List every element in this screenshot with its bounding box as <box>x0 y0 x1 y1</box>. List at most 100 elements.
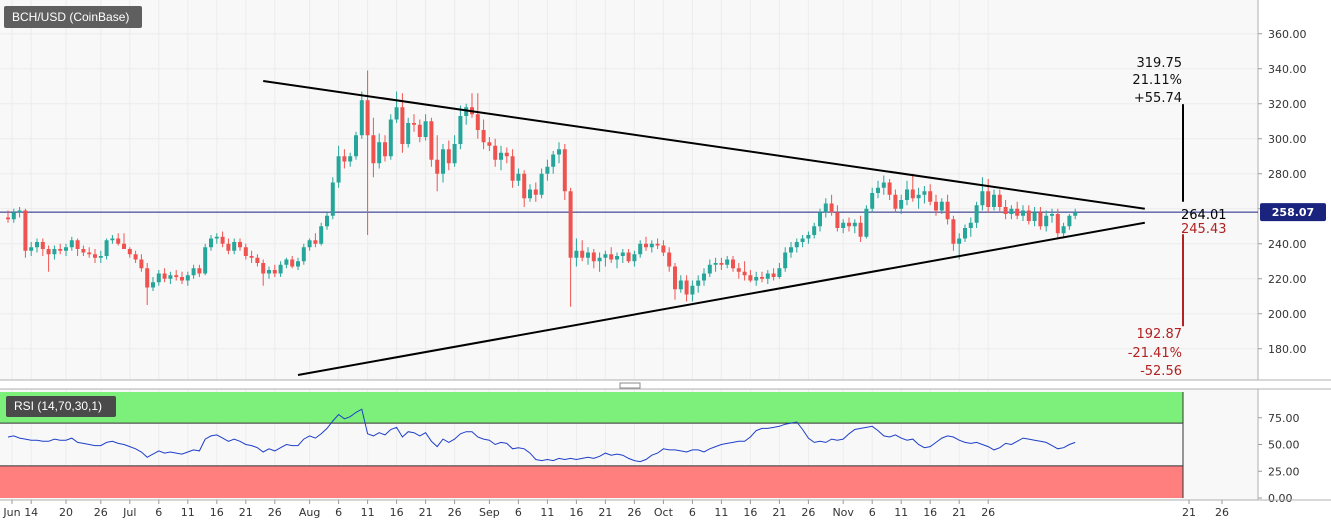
candle-body[interactable] <box>69 240 74 248</box>
candle-body[interactable] <box>516 173 521 181</box>
candle-body[interactable] <box>365 100 370 136</box>
candle-body[interactable] <box>510 156 515 181</box>
candle-body[interactable] <box>249 256 254 258</box>
candle-body[interactable] <box>243 247 248 256</box>
candle-body[interactable] <box>336 156 341 183</box>
candle-body[interactable] <box>504 152 509 157</box>
candle-body[interactable] <box>139 259 144 269</box>
candle-body[interactable] <box>922 191 927 195</box>
candle-body[interactable] <box>858 222 863 237</box>
candle-body[interactable] <box>742 271 747 276</box>
candle-body[interactable] <box>1061 226 1066 234</box>
candle-body[interactable] <box>406 123 411 144</box>
candle-body[interactable] <box>458 116 463 144</box>
candle-body[interactable] <box>98 256 103 258</box>
candle-body[interactable] <box>151 282 155 288</box>
candle-body[interactable] <box>522 173 527 199</box>
candle-body[interactable] <box>1038 212 1043 227</box>
rsi-line[interactable] <box>7 408 1076 463</box>
candle-body[interactable] <box>945 201 950 220</box>
candle-body[interactable] <box>968 222 973 228</box>
candle-body[interactable] <box>615 256 619 260</box>
candle-body[interactable] <box>939 201 944 211</box>
candle-body[interactable] <box>562 149 567 192</box>
candle-body[interactable] <box>180 277 184 281</box>
candle-body[interactable] <box>992 194 996 207</box>
candle-body[interactable] <box>1021 210 1025 216</box>
candle-body[interactable] <box>6 217 10 220</box>
candle-body[interactable] <box>980 191 985 206</box>
candle-body[interactable] <box>876 187 880 193</box>
candle-body[interactable] <box>910 189 915 199</box>
candle-body[interactable] <box>1044 215 1049 227</box>
candle-body[interactable] <box>487 142 492 146</box>
candle-body[interactable] <box>354 135 358 157</box>
candle-body[interactable] <box>493 145 498 160</box>
candle-body[interactable] <box>1009 208 1014 214</box>
candle-body[interactable] <box>864 208 869 237</box>
candle-body[interactable] <box>725 259 730 265</box>
candle-body[interactable] <box>423 121 428 137</box>
candle-body[interactable] <box>626 252 631 262</box>
candle-body[interactable] <box>835 212 840 228</box>
candle-body[interactable] <box>1015 208 1020 216</box>
candle-body[interactable] <box>87 252 92 255</box>
candle-body[interactable] <box>702 273 706 281</box>
candle-body[interactable] <box>881 182 886 188</box>
candle-body[interactable] <box>93 254 97 258</box>
candle-body[interactable] <box>267 270 271 274</box>
candle-body[interactable] <box>655 243 660 246</box>
candle-body[interactable] <box>887 182 892 195</box>
candle-body[interactable] <box>620 252 625 257</box>
candle-body[interactable] <box>388 119 393 157</box>
candle-body[interactable] <box>644 243 648 248</box>
candle-body[interactable] <box>1073 212 1078 216</box>
candle-body[interactable] <box>649 243 654 248</box>
candle-body[interactable] <box>696 280 701 286</box>
candle-body[interactable] <box>325 215 329 227</box>
candle-body[interactable] <box>499 152 503 160</box>
candle-body[interactable] <box>313 240 318 244</box>
candle-body[interactable] <box>673 266 677 290</box>
candle-body[interactable] <box>603 254 608 258</box>
candle-body[interactable] <box>226 243 231 251</box>
candle-body[interactable] <box>156 273 161 283</box>
candle-body[interactable] <box>1032 212 1037 221</box>
candle-body[interactable] <box>847 222 851 227</box>
candle-body[interactable] <box>284 259 289 265</box>
candle-body[interactable] <box>452 144 457 164</box>
candle-body[interactable] <box>899 200 904 209</box>
candle-body[interactable] <box>777 268 782 277</box>
candle-body[interactable] <box>545 166 550 174</box>
candle-body[interactable] <box>400 107 405 144</box>
candle-body[interactable] <box>435 159 440 174</box>
pane-resize-handle[interactable] <box>619 382 641 389</box>
candle-body[interactable] <box>301 247 306 262</box>
candle-body[interactable] <box>539 173 544 195</box>
candle-body[interactable] <box>719 263 724 265</box>
candle-body[interactable] <box>35 242 39 248</box>
candle-body[interactable] <box>870 193 875 209</box>
candle-body[interactable] <box>191 268 196 276</box>
candle-body[interactable] <box>290 259 295 267</box>
candle-body[interactable] <box>475 114 480 130</box>
candle-body[interactable] <box>533 189 538 195</box>
candle-body[interactable] <box>11 212 16 220</box>
candle-body[interactable] <box>81 249 86 253</box>
candle-body[interactable] <box>64 247 68 251</box>
candle-body[interactable] <box>597 257 602 262</box>
rsi-title[interactable]: RSI (14,70,30,1) <box>6 396 116 417</box>
candle-body[interactable] <box>429 121 434 160</box>
candle-body[interactable] <box>272 270 277 274</box>
price-pane[interactable] <box>0 0 1258 380</box>
candle-body[interactable] <box>261 263 266 274</box>
candle-body[interactable] <box>214 236 219 239</box>
candle-body[interactable] <box>383 142 387 157</box>
candle-body[interactable] <box>441 149 445 174</box>
candle-body[interactable] <box>580 250 585 258</box>
candle-body[interactable] <box>800 238 805 243</box>
candle-body[interactable] <box>394 107 399 120</box>
candle-body[interactable] <box>760 277 764 279</box>
candle-body[interactable] <box>278 264 283 274</box>
candle-body[interactable] <box>417 124 422 137</box>
